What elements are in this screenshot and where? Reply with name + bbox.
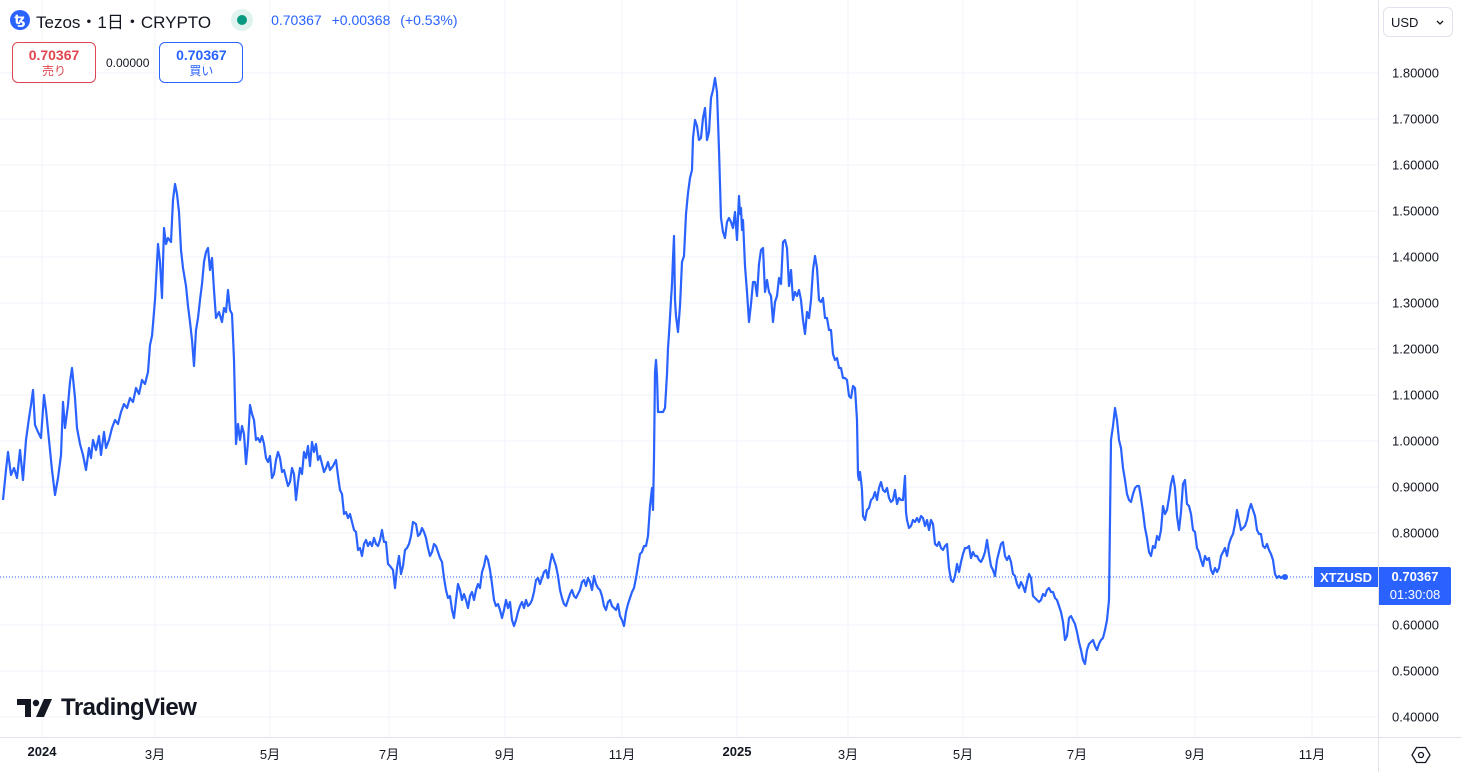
y-tick: 1.00000: [1392, 433, 1439, 449]
x-tick: 5月: [952, 747, 974, 762]
x-tick: 5月: [259, 747, 281, 762]
last-price-axis-value: 0.70367: [1391, 569, 1439, 584]
quote-summary: 0.70367 +0.00368 (+0.53%): [271, 12, 463, 28]
tradingview-wordmark: TradingView: [61, 694, 197, 721]
market-open-dot-icon: [237, 15, 248, 25]
buy-label: 買い: [189, 63, 214, 78]
y-tick: 1.20000: [1392, 341, 1439, 357]
sell-button[interactable]: 0.70367 売り: [12, 42, 96, 83]
y-tick: 1.70000: [1392, 111, 1439, 127]
tradingview-logo[interactable]: TradingView: [17, 694, 197, 722]
symbol-legend: ꜩ Tezos・1日・CRYPTO 0.70367 +0.00368 (+0.5…: [10, 8, 463, 32]
market-status-indicator[interactable]: [231, 9, 254, 31]
last-price-dot: [1282, 574, 1288, 580]
sell-label: 売り: [41, 63, 66, 78]
price-series-line: [1, 76, 1284, 666]
chart-settings-button[interactable]: [1378, 737, 1462, 772]
y-tick: 0.80000: [1392, 525, 1439, 541]
x-tick: 7月: [1066, 747, 1088, 762]
x-tick: 3月: [144, 747, 166, 762]
x-tick: 9月: [1184, 747, 1206, 762]
bar-countdown: 01:30:08: [1389, 587, 1441, 602]
tezos-icon: ꜩ: [10, 10, 30, 30]
price-line-chart[interactable]: [0, 0, 1378, 737]
last-price-value: 0.70367: [271, 12, 322, 28]
y-tick: 1.30000: [1392, 295, 1439, 311]
y-tick: 0.50000: [1392, 663, 1439, 679]
y-tick: 0.60000: [1392, 617, 1439, 633]
y-tick: 1.60000: [1392, 157, 1439, 173]
currency-value: USD: [1391, 14, 1419, 30]
gear-icon: [1411, 746, 1431, 764]
buy-button[interactable]: 0.70367 買い: [159, 42, 244, 83]
x-tick: 11月: [1298, 747, 1326, 762]
x-tick: 9月: [494, 747, 516, 762]
y-tick: 1.40000: [1392, 249, 1439, 265]
y-tick: 1.80000: [1392, 65, 1439, 81]
x-tick-year: 2025: [722, 744, 752, 759]
y-tick: 1.10000: [1392, 387, 1439, 403]
y-tick: 0.40000: [1392, 709, 1439, 725]
tradingview-logo-icon: [17, 699, 52, 717]
price-change-percent: (+0.53%): [400, 12, 458, 28]
x-tick: 7月: [378, 747, 400, 762]
buy-price: 0.70367: [176, 46, 227, 63]
trade-buttons: 0.70367 売り 0.00000 0.70367 買い: [12, 42, 244, 83]
chart-pane[interactable]: ꜩ Tezos・1日・CRYPTO 0.70367 +0.00368 (+0.5…: [0, 0, 1378, 737]
last-price-label: 0.70367 01:30:08: [1379, 567, 1451, 605]
price-scale[interactable]: [1378, 0, 1462, 737]
price-change: +0.00368: [331, 12, 391, 28]
grid-vertical: [41, 0, 1313, 737]
symbol-title[interactable]: Tezos・1日・CRYPTO: [36, 12, 212, 32]
chevron-down-icon: [1436, 20, 1444, 25]
x-tick: 3月: [837, 747, 859, 762]
currency-select[interactable]: USD: [1383, 7, 1453, 37]
symbol-price-label: XTZUSD: [1314, 567, 1378, 587]
x-tick: 11月: [608, 747, 636, 762]
spread-value: 0.00000: [106, 55, 150, 70]
grid-horizontal: [0, 72, 1378, 718]
time-scale[interactable]: [0, 737, 1378, 772]
y-tick: 0.90000: [1392, 479, 1439, 495]
y-tick: 1.50000: [1392, 203, 1439, 219]
sell-price: 0.70367: [28, 46, 80, 63]
x-tick-year: 2024: [27, 744, 57, 759]
